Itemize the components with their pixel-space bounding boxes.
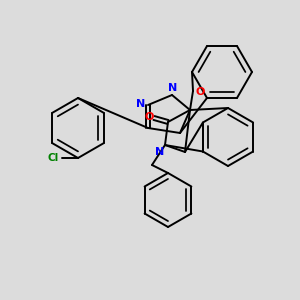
Text: N: N: [155, 147, 165, 157]
Text: N: N: [168, 83, 178, 93]
Text: Cl: Cl: [48, 153, 59, 163]
Text: O: O: [144, 112, 154, 122]
Text: N: N: [136, 99, 146, 109]
Text: O: O: [195, 87, 205, 97]
